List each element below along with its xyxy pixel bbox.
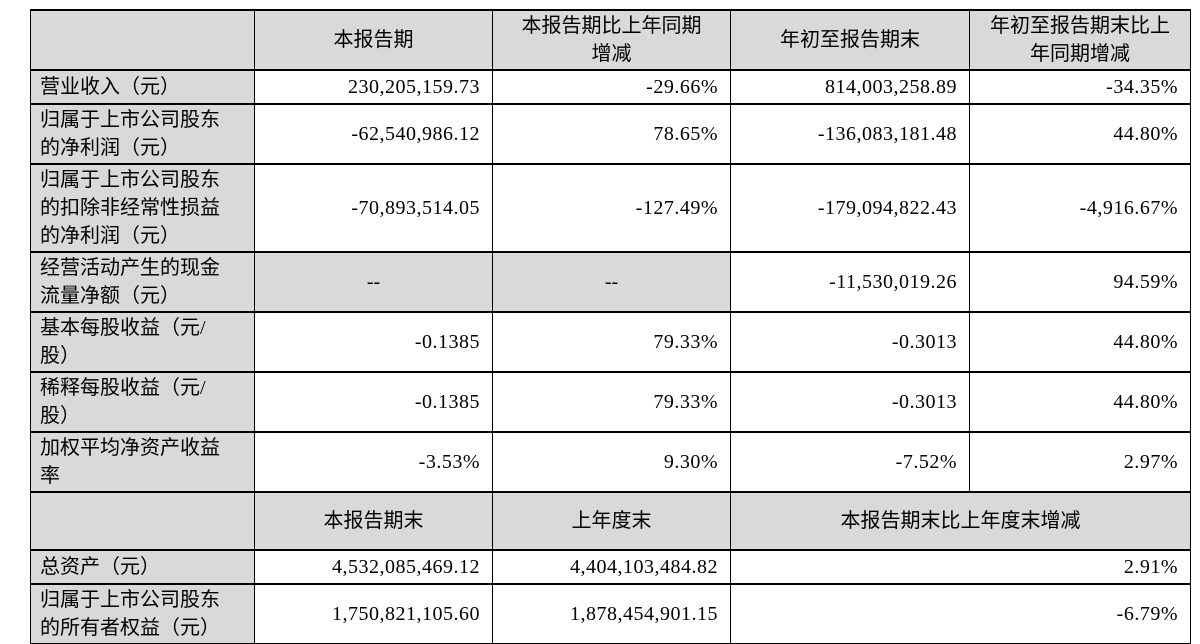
table-header-row-1: 本报告期 本报告期比上年同期 增减 年初至报告期末 年初至报告期末比上 年同期增… <box>30 9 1191 71</box>
row-basic-eps: 基本每股收益（元/ 股） -0.1385 79.33% -0.3013 44.8… <box>30 311 1191 373</box>
key-financials-table: 本报告期 本报告期比上年同期 增减 年初至报告期末 年初至报告期末比上 年同期增… <box>30 9 1191 644</box>
value-change: 2.91% <box>730 549 1191 585</box>
value-ytd: -11,530,019.26 <box>730 251 970 313</box>
value-ytd: 814,003,258.89 <box>730 69 970 105</box>
row-owners-equity: 归属于上市公司股东 的所有者权益（元） 1,750,821,105.60 1,8… <box>30 583 1191 644</box>
value-current: 230,205,159.73 <box>254 69 493 105</box>
blank-corner-cell <box>30 9 255 71</box>
value-current-yoy: -127.49% <box>492 163 731 253</box>
metric-label: 归属于上市公司股东 的所有者权益（元） <box>30 583 255 644</box>
value-ytd-yoy: 44.80% <box>969 103 1191 165</box>
value-ytd: -179,094,822.43 <box>730 163 970 253</box>
header-current-period: 本报告期 <box>254 9 493 71</box>
header-ytd: 年初至报告期末 <box>730 9 970 71</box>
row-operating-cash-flow: 经营活动产生的现金 流量净额（元） -- -- -11,530,019.26 9… <box>30 251 1191 313</box>
header-prior-year-end: 上年度末 <box>492 491 731 551</box>
value-ytd-yoy: -4,916.67% <box>969 163 1191 253</box>
value-change: -6.79% <box>730 583 1191 644</box>
metric-label: 经营活动产生的现金 流量净额（元） <box>30 251 255 313</box>
value-period-end: 4,532,085,469.12 <box>254 549 493 585</box>
value-current-yoy: 79.33% <box>492 311 731 373</box>
value-ytd-yoy: 94.59% <box>969 251 1191 313</box>
value-current: -70,893,514.05 <box>254 163 493 253</box>
value-ytd-yoy: 44.80% <box>969 371 1191 433</box>
value-ytd: -0.3013 <box>730 311 970 373</box>
value-ytd-yoy: 44.80% <box>969 311 1191 373</box>
table-header-row-2: 本报告期末 上年度末 本报告期末比上年度末增减 <box>30 491 1191 551</box>
value-current: -62,540,986.12 <box>254 103 493 165</box>
metric-label: 稀释每股收益（元/ 股） <box>30 371 255 433</box>
metric-label: 总资产（元） <box>30 549 255 585</box>
value-current-yoy: -29.66% <box>492 69 731 105</box>
header-period-end-change: 本报告期末比上年度末增减 <box>730 491 1191 551</box>
header-period-end: 本报告期末 <box>254 491 493 551</box>
metric-label: 归属于上市公司股东 的净利润（元） <box>30 103 255 165</box>
row-operating-revenue: 营业收入（元） 230,205,159.73 -29.66% 814,003,2… <box>30 69 1191 105</box>
value-current: -3.53% <box>254 431 493 493</box>
blank-corner-cell <box>30 491 255 551</box>
metric-label: 基本每股收益（元/ 股） <box>30 311 255 373</box>
metric-label: 营业收入（元） <box>30 69 255 105</box>
value-current-yoy: 79.33% <box>492 371 731 433</box>
value-ytd: -0.3013 <box>730 371 970 433</box>
header-current-period-yoy: 本报告期比上年同期 增减 <box>492 9 731 71</box>
value-period-end: 1,750,821,105.60 <box>254 583 493 644</box>
value-prior-year-end: 1,878,454,901.15 <box>492 583 731 644</box>
header-ytd-yoy: 年初至报告期末比上 年同期增减 <box>969 9 1191 71</box>
row-diluted-eps: 稀释每股收益（元/ 股） -0.1385 79.33% -0.3013 44.8… <box>30 371 1191 433</box>
value-prior-year-end: 4,404,103,484.82 <box>492 549 731 585</box>
value-current: -0.1385 <box>254 371 493 433</box>
value-ytd: -7.52% <box>730 431 970 493</box>
row-net-profit-deducting-non-recurring: 归属于上市公司股东 的扣除非经常性损益 的净利润（元） -70,893,514.… <box>30 163 1191 253</box>
row-net-profit-attributable: 归属于上市公司股东 的净利润（元） -62,540,986.12 78.65% … <box>30 103 1191 165</box>
value-current-yoy: 78.65% <box>492 103 731 165</box>
metric-label: 加权平均净资产收益 率 <box>30 431 255 493</box>
row-total-assets: 总资产（元） 4,532,085,469.12 4,404,103,484.82… <box>30 549 1191 585</box>
value-ytd-yoy: 2.97% <box>969 431 1191 493</box>
value-current-na: -- <box>254 251 493 313</box>
value-current-yoy-na: -- <box>492 251 731 313</box>
metric-label: 归属于上市公司股东 的扣除非经常性损益 的净利润（元） <box>30 163 255 253</box>
value-current-yoy: 9.30% <box>492 431 731 493</box>
row-weighted-average-roe: 加权平均净资产收益 率 -3.53% 9.30% -7.52% 2.97% <box>30 431 1191 493</box>
value-current: -0.1385 <box>254 311 493 373</box>
value-ytd: -136,083,181.48 <box>730 103 970 165</box>
value-ytd-yoy: -34.35% <box>969 69 1191 105</box>
